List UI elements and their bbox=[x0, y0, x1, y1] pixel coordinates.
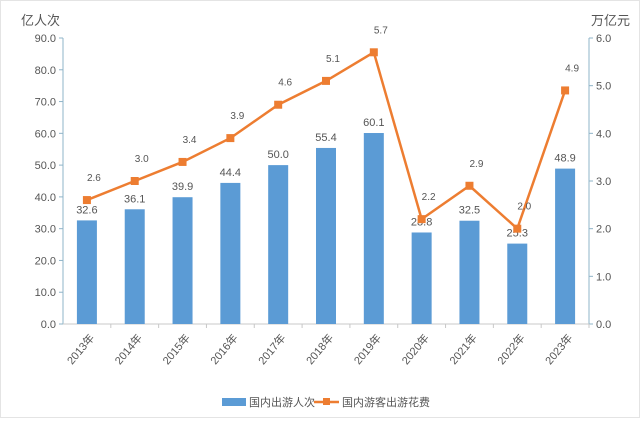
line-value-label: 5.7 bbox=[374, 25, 388, 36]
x-tick-label: 2018年 bbox=[303, 331, 337, 367]
x-tick-label: 2014年 bbox=[111, 331, 145, 367]
bar-value-label: 32.5 bbox=[459, 205, 480, 217]
left-tick-label: 70.0 bbox=[35, 97, 56, 109]
line-marker bbox=[369, 48, 378, 57]
bar bbox=[507, 243, 528, 324]
bar-value-label: 55.4 bbox=[315, 132, 336, 144]
line-value-label: 4.9 bbox=[565, 63, 579, 74]
x-tick-label: 2021年 bbox=[446, 331, 480, 367]
x-tick-label: 2020年 bbox=[398, 331, 432, 367]
left-tick-label: 40.0 bbox=[35, 192, 56, 204]
bar bbox=[76, 220, 97, 324]
left-tick-label: 80.0 bbox=[35, 65, 56, 77]
left-tick-label: 30.0 bbox=[35, 224, 56, 236]
left-tick-label: 50.0 bbox=[35, 160, 56, 172]
bar bbox=[172, 197, 193, 324]
left-axis-title: 亿人次 bbox=[21, 13, 60, 28]
right-tick-label: 0.0 bbox=[596, 319, 611, 331]
left-tick-label: 90.0 bbox=[35, 33, 56, 45]
line-marker bbox=[130, 177, 139, 185]
bar-value-label: 48.9 bbox=[554, 153, 575, 165]
legend: 国内出游人次 国内游客出游花费 bbox=[222, 395, 430, 409]
x-tick-label: 2013年 bbox=[64, 331, 98, 367]
bar-value-label: 50.0 bbox=[267, 149, 288, 161]
bar bbox=[411, 232, 432, 324]
line-value-label: 2.2 bbox=[422, 192, 436, 203]
line-marker bbox=[513, 224, 522, 233]
right-tick-label: 3.0 bbox=[596, 176, 611, 188]
left-tick-label: 10.0 bbox=[35, 287, 56, 299]
line-value-label: 5.1 bbox=[326, 54, 340, 65]
right-tick-label: 6.0 bbox=[596, 33, 611, 45]
x-tick-label: 2017年 bbox=[255, 331, 289, 367]
bar bbox=[363, 133, 384, 324]
bar bbox=[220, 182, 241, 324]
line-marker bbox=[226, 134, 235, 143]
bar bbox=[316, 147, 336, 324]
line-marker bbox=[465, 181, 474, 190]
line-value-label: 3.0 bbox=[135, 154, 149, 165]
bar-value-label: 36.1 bbox=[124, 193, 145, 205]
left-tick-label: 20.0 bbox=[35, 255, 56, 267]
legend-line-label: 国内游客出游花费 bbox=[342, 395, 430, 409]
bar-value-label: 44.4 bbox=[220, 167, 241, 179]
line-marker bbox=[82, 196, 91, 205]
x-tick-label: 2023年 bbox=[542, 331, 576, 367]
x-tick-label: 2015年 bbox=[159, 331, 193, 367]
legend-bar-label: 国内出游人次 bbox=[249, 395, 315, 409]
bar bbox=[268, 165, 289, 324]
line-value-label: 3.4 bbox=[183, 135, 197, 146]
bar-value-label: 32.6 bbox=[76, 204, 97, 216]
right-tick-label: 5.0 bbox=[596, 81, 611, 93]
right-tick-label: 2.0 bbox=[596, 224, 611, 236]
line-value-label: 2.0 bbox=[517, 202, 531, 213]
line-marker bbox=[417, 215, 426, 224]
line-value-label: 4.6 bbox=[278, 78, 292, 89]
bar bbox=[459, 220, 480, 324]
legend-bar-swatch bbox=[222, 398, 246, 406]
left-tick-label: 0.0 bbox=[41, 319, 56, 331]
x-tick-label: 2022年 bbox=[494, 331, 528, 367]
right-tick-label: 1.0 bbox=[596, 271, 611, 283]
line-value-label: 3.9 bbox=[230, 111, 244, 122]
line-value-label: 2.9 bbox=[470, 159, 484, 170]
line-marker bbox=[274, 100, 283, 109]
line-marker bbox=[561, 86, 570, 95]
right-tick-label: 4.0 bbox=[596, 128, 611, 140]
line-marker bbox=[178, 157, 187, 166]
bar-value-label: 39.9 bbox=[172, 181, 193, 193]
bar bbox=[124, 209, 145, 324]
line-marker bbox=[322, 76, 330, 85]
left-tick-label: 60.0 bbox=[35, 128, 56, 140]
right-axis-title: 万亿元 bbox=[591, 13, 630, 28]
bar bbox=[555, 168, 576, 324]
bar-value-label: 25.3 bbox=[507, 228, 528, 240]
line-value-label: 2.6 bbox=[87, 173, 101, 184]
x-tick-label: 2016年 bbox=[207, 331, 241, 367]
bar-value-label: 60.1 bbox=[363, 117, 384, 129]
x-tick-label: 2019年 bbox=[351, 331, 385, 367]
legend-line-marker bbox=[323, 398, 330, 405]
